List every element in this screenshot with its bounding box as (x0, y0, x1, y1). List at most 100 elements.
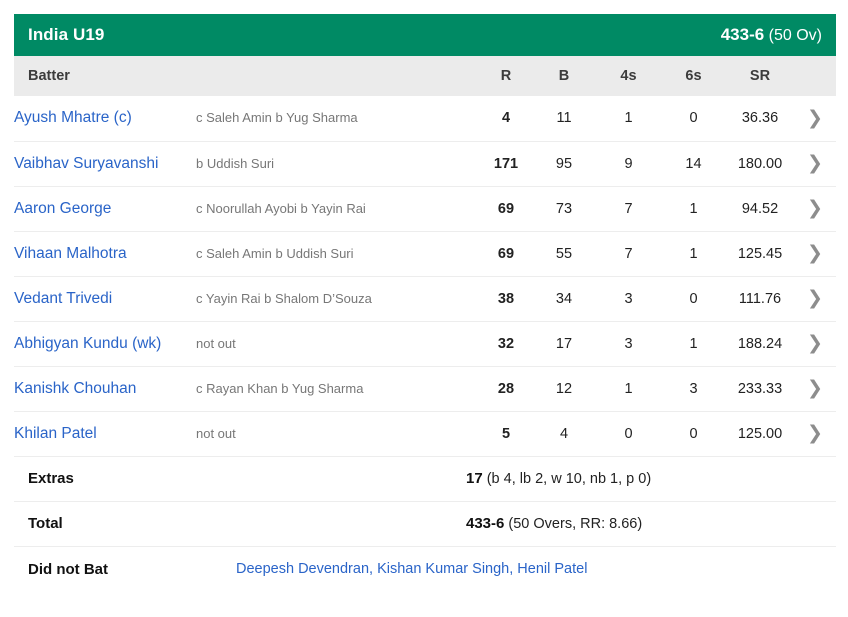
chevron-right-icon[interactable]: ❯ (807, 287, 823, 309)
strike-rate-value: 180.00 (726, 141, 794, 187)
runs-value: 38 (480, 276, 532, 322)
table-row[interactable]: Abhigyan Kundu (wk) not out 32 17 3 1 188.24 ❯ (14, 321, 836, 367)
extras-value-group: 17 (b 4, lb 2, w 10, nb 1, p 0) (466, 470, 822, 487)
did-not-bat-players[interactable]: Deepesh Devendran, Kishan Kumar Singh, H… (236, 561, 588, 577)
balls-value: 4 (532, 411, 596, 457)
batter-name-link[interactable]: Aaron George (14, 199, 112, 217)
column-header-runs: R (480, 56, 532, 96)
fours-value: 7 (596, 231, 661, 277)
table-row[interactable]: Vaibhav Suryavanshi b Uddish Suri 171 95 9 14… (14, 141, 836, 187)
batter-name-link[interactable]: Vihaan Malhotra (14, 244, 127, 262)
column-header-balls: B (532, 56, 596, 96)
batter-name-link[interactable]: Abhigyan Kundu (wk) (14, 334, 162, 352)
dismissal-text: c Noorullah Ayobi b Yayin Rai (196, 200, 366, 216)
fours-value: 1 (596, 96, 661, 142)
balls-value: 17 (532, 321, 596, 367)
innings-score-runs: 433-6 (720, 25, 765, 44)
strike-rate-value: 36.36 (726, 96, 794, 142)
strike-rate-value: 111.76 (726, 276, 794, 322)
chevron-right-icon[interactable]: ❯ (807, 197, 823, 219)
strike-rate-value: 125.45 (726, 231, 794, 277)
dismissal-text: c Saleh Amin b Yug Sharma (196, 110, 358, 126)
column-header-sixes: 6s (661, 56, 726, 96)
sixes-value: 3 (661, 366, 726, 412)
runs-value: 28 (480, 366, 532, 412)
batter-name-link[interactable]: Kanishk Chouhan (14, 379, 137, 397)
column-header-arrow (794, 56, 836, 96)
column-header-batter: Batter (14, 56, 480, 96)
balls-value: 55 (532, 231, 596, 277)
fours-value: 1 (596, 366, 661, 412)
batting-table-header: Batter R B 4s 6s SR (14, 56, 836, 96)
chevron-right-icon[interactable]: ❯ (807, 242, 823, 264)
row-expand-cell[interactable]: ❯ (794, 366, 836, 412)
chevron-right-icon[interactable]: ❯ (807, 332, 823, 354)
batter-name-link[interactable]: Vedant Trivedi (14, 289, 113, 307)
batter-name-link[interactable]: Vaibhav Suryavanshi (14, 154, 159, 172)
table-row[interactable]: Vihaan Malhotra c Saleh Amin b Uddish Sur… (14, 231, 836, 277)
runs-value: 171 (480, 141, 532, 187)
table-row[interactable]: Khilan Patel not out 5 4 0 0 125.00 ❯ (14, 411, 836, 457)
runs-value: 5 (480, 411, 532, 457)
table-row[interactable]: Ayush Mhatre (c) c Saleh Amin b Yug Sharm… (14, 96, 836, 142)
batter-cell: Abhigyan Kundu (wk) not out (14, 321, 480, 367)
extras-row: Extras 17 (b 4, lb 2, w 10, nb 1, p 0) (14, 457, 836, 502)
fours-value: 3 (596, 276, 661, 322)
row-expand-cell[interactable]: ❯ (794, 186, 836, 232)
batter-cell: Vedant Trivedi c Yayin Rai b Shalom D’Sou… (14, 276, 480, 322)
runs-value: 69 (480, 186, 532, 232)
dismissal-text: c Saleh Amin b Uddish Suri (196, 245, 354, 261)
chevron-right-icon[interactable]: ❯ (807, 152, 823, 174)
table-row[interactable]: Vedant Trivedi c Yayin Rai b Shalom D’Sou… (14, 276, 836, 322)
fours-value: 3 (596, 321, 661, 367)
strike-rate-value: 94.52 (726, 186, 794, 232)
runs-value: 32 (480, 321, 532, 367)
row-expand-cell[interactable]: ❯ (794, 411, 836, 457)
dismissal-text: c Rayan Khan b Yug Sharma (196, 380, 364, 396)
balls-value: 12 (532, 366, 596, 412)
batter-cell: Khilan Patel not out (14, 411, 480, 457)
balls-value: 95 (532, 141, 596, 187)
batter-name-link[interactable]: Ayush Mhatre (c) (14, 109, 132, 127)
batting-table-body: Ayush Mhatre (c) c Saleh Amin b Yug Sharm… (14, 96, 836, 457)
sixes-value: 14 (661, 141, 726, 187)
fours-value: 9 (596, 141, 661, 187)
runs-value: 69 (480, 231, 532, 277)
table-row[interactable]: Aaron George c Noorullah Ayobi b Yayin Ra… (14, 186, 836, 232)
batter-cell: Vihaan Malhotra c Saleh Amin b Uddish Sur… (14, 231, 480, 277)
table-header-row: Batter R B 4s 6s SR (14, 56, 836, 96)
row-expand-cell[interactable]: ❯ (794, 141, 836, 187)
row-expand-cell[interactable]: ❯ (794, 321, 836, 367)
total-detail: (50 Overs, RR: 8.66) (508, 516, 643, 532)
total-label: Total (28, 515, 63, 532)
table-row[interactable]: Kanishk Chouhan c Rayan Khan b Yug Sharma… (14, 366, 836, 412)
batter-name-link[interactable]: Khilan Patel (14, 424, 97, 442)
balls-value: 34 (532, 276, 596, 322)
column-header-strike-rate: SR (726, 56, 794, 96)
innings-score: 433-6 (50 Ov) (721, 25, 822, 45)
total-value-group: 433-6 (50 Overs, RR: 8.66) (466, 515, 822, 532)
row-expand-cell[interactable]: ❯ (794, 231, 836, 277)
fours-value: 7 (596, 186, 661, 232)
extras-label: Extras (28, 470, 74, 487)
chevron-right-icon[interactable]: ❯ (807, 106, 823, 129)
innings-scorecard: India U19 433-6 (50 Ov) Batter R B 4s 6s… (14, 14, 836, 592)
batting-table: Batter R B 4s 6s SR Ayush Mhatre (c) c Sa… (14, 56, 836, 457)
extras-breakdown: (b 4, lb 2, w 10, nb 1, p 0) (486, 471, 652, 487)
sixes-value: 0 (661, 96, 726, 142)
chevron-right-icon[interactable]: ❯ (807, 422, 823, 444)
sixes-value: 0 (661, 276, 726, 322)
innings-score-overs: (50 Ov) (768, 27, 822, 44)
extras-total: 17 (466, 470, 483, 487)
sixes-value: 1 (661, 186, 726, 232)
did-not-bat-row: Did not Bat Deepesh Devendran, Kishan Ku… (14, 547, 836, 592)
row-expand-cell[interactable]: ❯ (794, 276, 836, 322)
balls-value: 11 (532, 96, 596, 142)
column-header-fours: 4s (596, 56, 661, 96)
chevron-right-icon[interactable]: ❯ (807, 377, 823, 399)
runs-value: 4 (480, 96, 532, 142)
sixes-value: 0 (661, 411, 726, 457)
row-expand-cell[interactable]: ❯ (794, 96, 836, 142)
dismissal-text: b Uddish Suri (196, 155, 275, 171)
fours-value: 0 (596, 411, 661, 457)
